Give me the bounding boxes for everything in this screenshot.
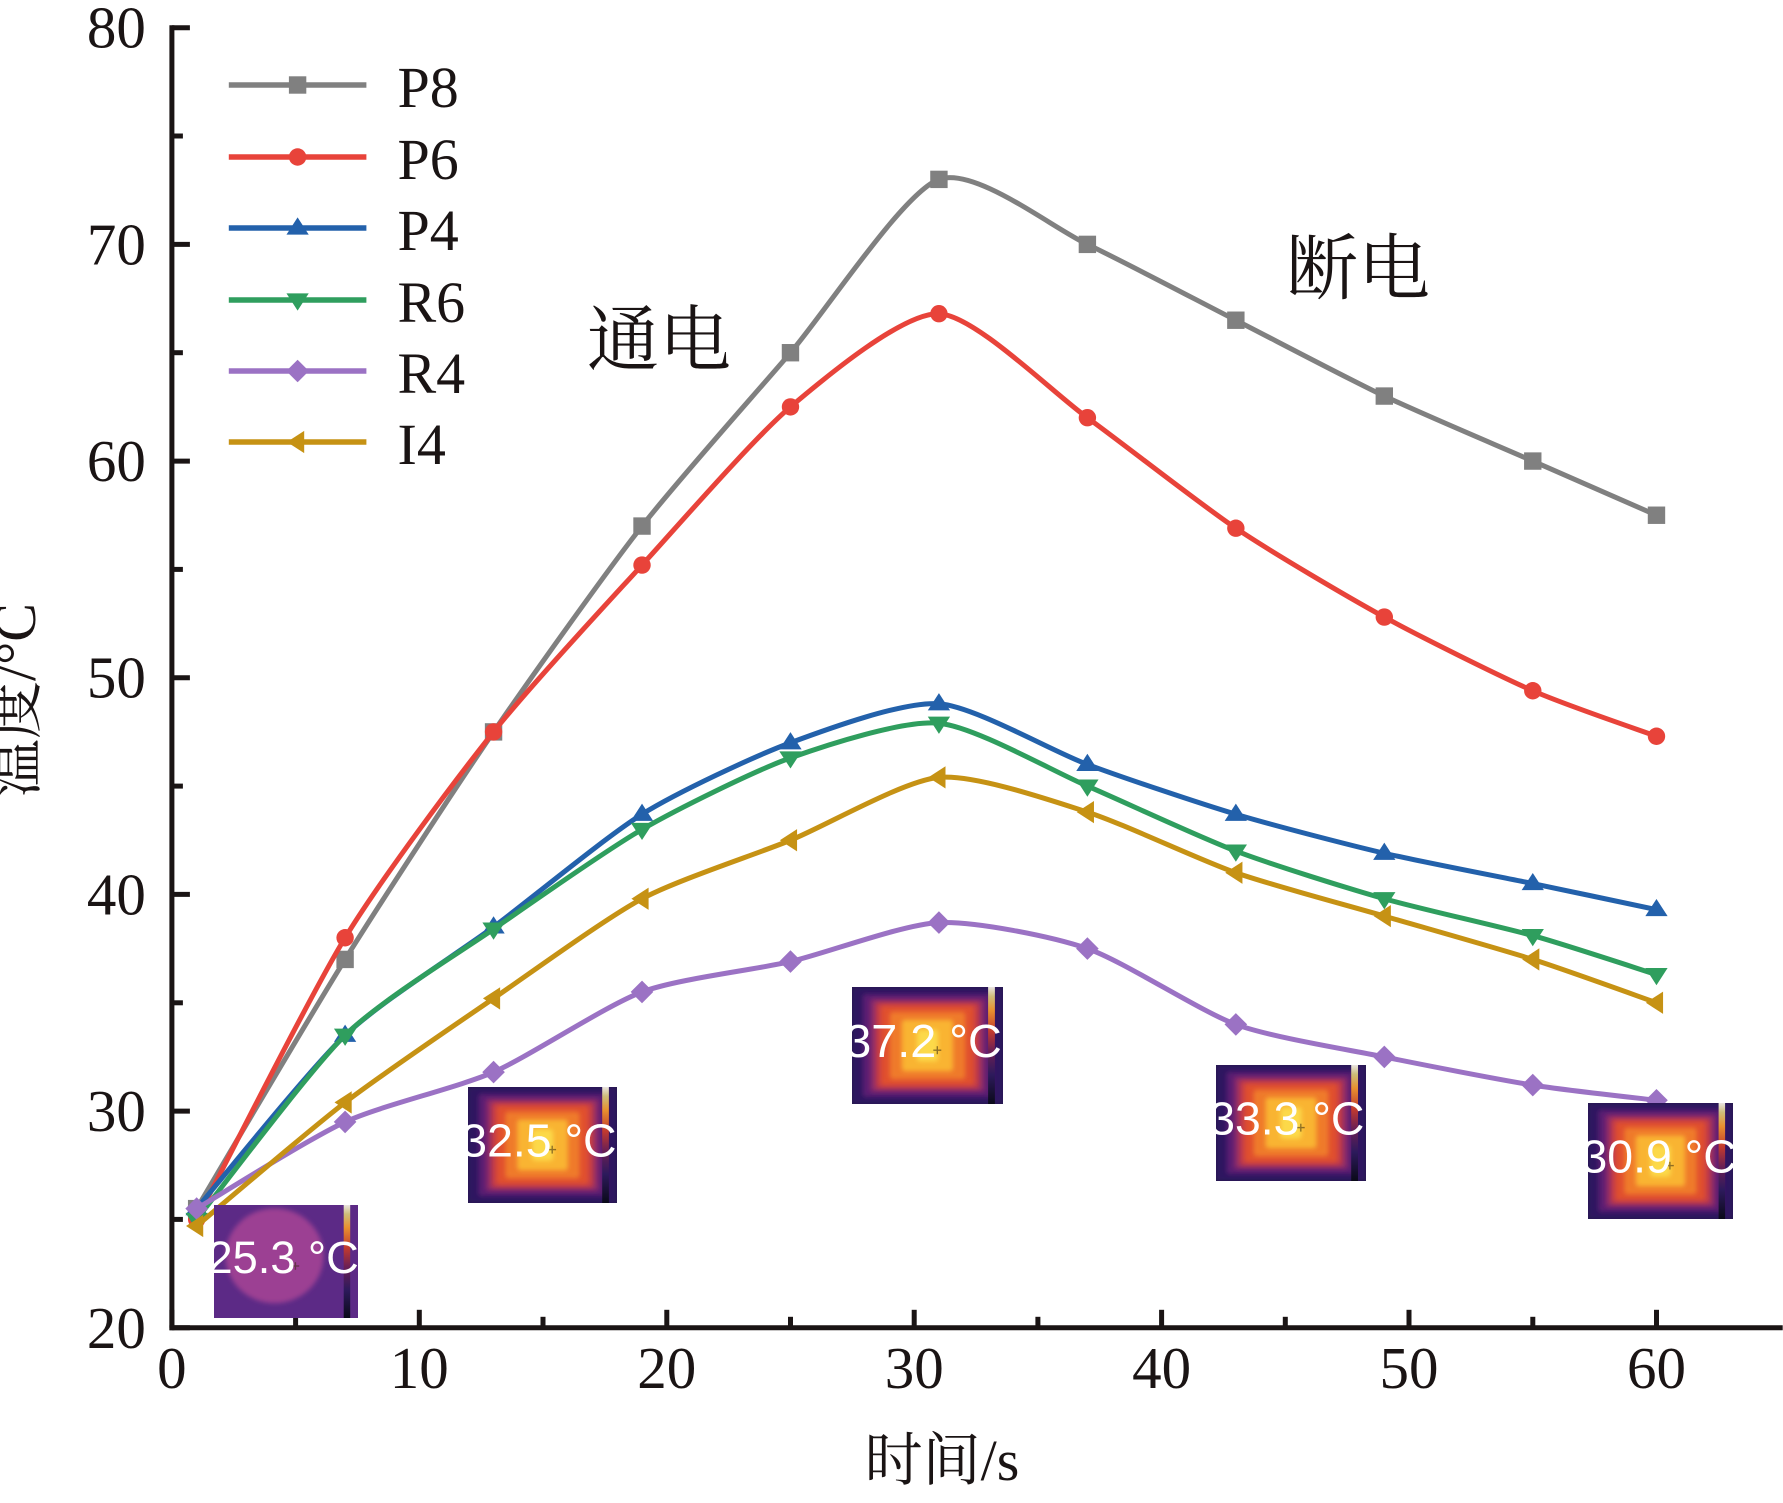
svg-text:时间/s: 时间/s — [865, 1428, 1020, 1493]
svg-text:P8: P8 — [398, 55, 459, 120]
svg-text:32.5 °C: 32.5 °C — [461, 1115, 616, 1167]
svg-text:40: 40 — [87, 861, 146, 927]
svg-text:10: 10 — [390, 1335, 449, 1401]
svg-text:0: 0 — [157, 1335, 187, 1401]
svg-text:20: 20 — [637, 1335, 696, 1401]
svg-text:37.2 °C: 37.2 °C — [845, 1015, 1002, 1067]
svg-text:60: 60 — [87, 428, 146, 494]
svg-text:40: 40 — [1132, 1335, 1191, 1401]
svg-text:50: 50 — [87, 645, 146, 711]
svg-text:P4: P4 — [398, 198, 459, 263]
svg-text:30.9 °C: 30.9 °C — [1582, 1131, 1737, 1183]
svg-text:断电: 断电 — [1286, 230, 1430, 310]
svg-text:33.3 °C: 33.3 °C — [1209, 1093, 1364, 1145]
svg-text:80: 80 — [87, 0, 146, 61]
svg-text:R4: R4 — [398, 341, 466, 406]
svg-text:I4: I4 — [398, 412, 446, 477]
svg-text:70: 70 — [87, 211, 146, 277]
svg-text:60: 60 — [1627, 1335, 1686, 1401]
svg-text:30: 30 — [885, 1335, 944, 1401]
svg-text:温度/°C: 温度/°C — [0, 603, 48, 797]
svg-text:25.3 °C: 25.3 °C — [208, 1232, 359, 1283]
svg-text:P6: P6 — [398, 127, 459, 192]
svg-text:20: 20 — [87, 1295, 146, 1361]
svg-text:50: 50 — [1380, 1335, 1439, 1401]
svg-text:通电: 通电 — [587, 301, 731, 381]
svg-text:R6: R6 — [398, 270, 466, 335]
svg-text:30: 30 — [87, 1078, 146, 1144]
